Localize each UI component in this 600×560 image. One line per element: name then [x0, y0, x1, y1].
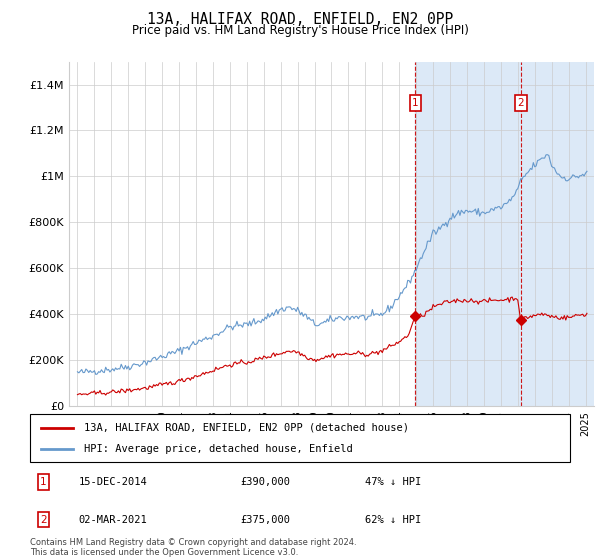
Text: HPI: Average price, detached house, Enfield: HPI: Average price, detached house, Enfi… — [84, 444, 353, 454]
Text: 2: 2 — [40, 515, 47, 525]
Text: 15-DEC-2014: 15-DEC-2014 — [79, 477, 148, 487]
Text: 02-MAR-2021: 02-MAR-2021 — [79, 515, 148, 525]
Bar — [415, 62, 594, 406]
Text: 62% ↓ HPI: 62% ↓ HPI — [365, 515, 421, 525]
Text: 1: 1 — [412, 98, 419, 108]
Text: 13A, HALIFAX ROAD, ENFIELD, EN2 0PP (detached house): 13A, HALIFAX ROAD, ENFIELD, EN2 0PP (det… — [84, 423, 409, 433]
Text: £375,000: £375,000 — [241, 515, 290, 525]
Text: £390,000: £390,000 — [241, 477, 290, 487]
Text: 13A, HALIFAX ROAD, ENFIELD, EN2 0PP: 13A, HALIFAX ROAD, ENFIELD, EN2 0PP — [147, 12, 453, 27]
Text: 47% ↓ HPI: 47% ↓ HPI — [365, 477, 421, 487]
Text: Contains HM Land Registry data © Crown copyright and database right 2024.
This d: Contains HM Land Registry data © Crown c… — [30, 538, 356, 557]
Text: Price paid vs. HM Land Registry's House Price Index (HPI): Price paid vs. HM Land Registry's House … — [131, 24, 469, 36]
Text: 2: 2 — [517, 98, 524, 108]
Text: 1: 1 — [40, 477, 47, 487]
